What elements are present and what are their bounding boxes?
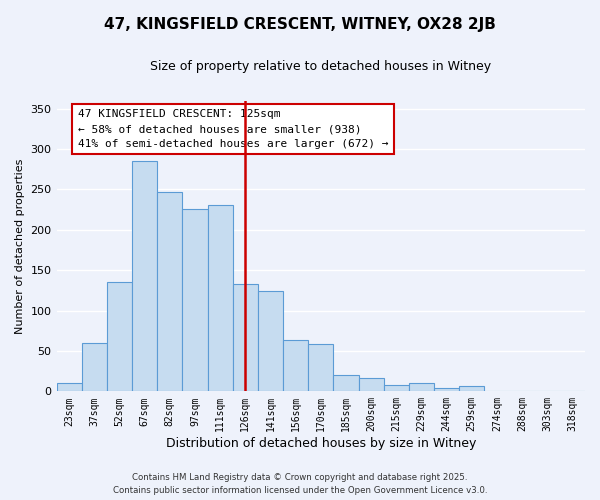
Bar bbox=[383, 385, 409, 392]
Bar bbox=[434, 388, 459, 392]
Bar bbox=[459, 386, 484, 392]
Text: Contains HM Land Registry data © Crown copyright and database right 2025.
Contai: Contains HM Land Registry data © Crown c… bbox=[113, 474, 487, 495]
Text: 47, KINGSFIELD CRESCENT, WITNEY, OX28 2JB: 47, KINGSFIELD CRESCENT, WITNEY, OX28 2J… bbox=[104, 18, 496, 32]
Bar bbox=[308, 344, 334, 392]
X-axis label: Distribution of detached houses by size in Witney: Distribution of detached houses by size … bbox=[166, 437, 476, 450]
Bar bbox=[334, 375, 359, 392]
Bar bbox=[107, 282, 132, 392]
Bar bbox=[409, 384, 434, 392]
Bar bbox=[208, 205, 233, 392]
Bar bbox=[359, 378, 383, 392]
Bar bbox=[182, 209, 208, 392]
Bar bbox=[233, 284, 258, 392]
Bar bbox=[157, 192, 182, 392]
Bar bbox=[56, 384, 82, 392]
Bar bbox=[132, 161, 157, 392]
Bar bbox=[82, 343, 107, 392]
Text: 47 KINGSFIELD CRESCENT: 125sqm
← 58% of detached houses are smaller (938)
41% of: 47 KINGSFIELD CRESCENT: 125sqm ← 58% of … bbox=[77, 110, 388, 149]
Y-axis label: Number of detached properties: Number of detached properties bbox=[15, 158, 25, 334]
Bar bbox=[283, 340, 308, 392]
Bar bbox=[258, 291, 283, 392]
Title: Size of property relative to detached houses in Witney: Size of property relative to detached ho… bbox=[150, 60, 491, 73]
